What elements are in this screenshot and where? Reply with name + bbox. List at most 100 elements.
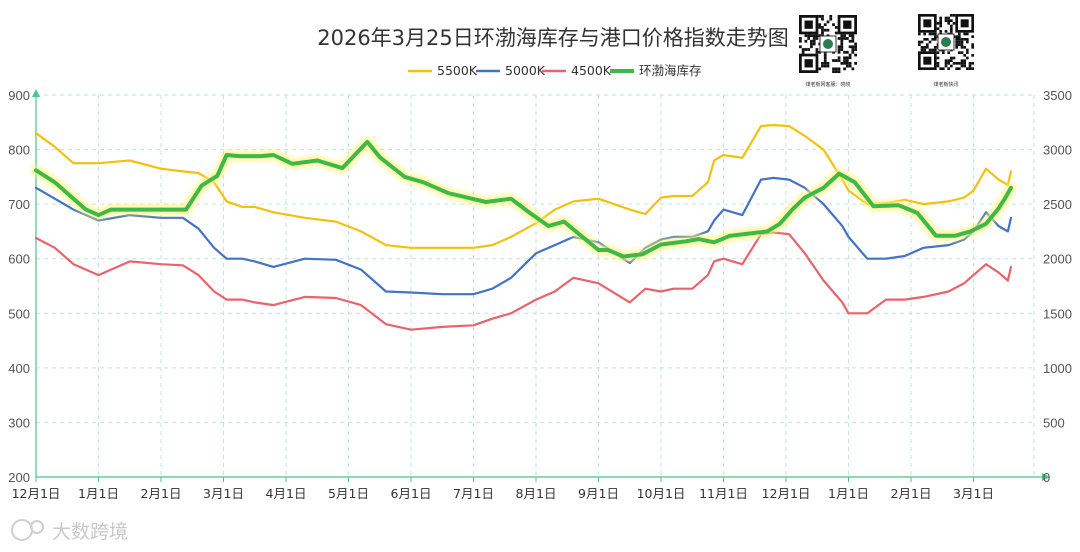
qr-module bbox=[923, 48, 926, 52]
qr-module bbox=[931, 48, 934, 52]
qr-module bbox=[854, 53, 857, 57]
qr-module bbox=[950, 24, 953, 28]
qr-module bbox=[971, 43, 974, 46]
axes bbox=[32, 89, 1050, 482]
qr-module bbox=[955, 62, 958, 65]
qr-module bbox=[971, 54, 974, 57]
qr-module bbox=[843, 61, 846, 65]
qr-module bbox=[944, 64, 948, 68]
qr-module bbox=[971, 46, 974, 49]
legend-item-inventory[interactable]: 环渤海库存 bbox=[610, 63, 702, 78]
qr-module bbox=[848, 61, 852, 65]
qr-module bbox=[944, 16, 948, 20]
qr-module bbox=[843, 56, 846, 60]
qr-module bbox=[960, 40, 964, 44]
qr-module bbox=[815, 50, 819, 54]
qr-module bbox=[936, 64, 940, 68]
qr-module bbox=[834, 31, 838, 35]
qr-module bbox=[928, 48, 932, 52]
qr-module bbox=[934, 46, 937, 49]
qr-module bbox=[958, 32, 961, 36]
qr-module bbox=[823, 61, 827, 65]
qr-module bbox=[947, 59, 950, 62]
qr-module bbox=[829, 17, 833, 21]
qr-module bbox=[947, 16, 950, 20]
qr-module bbox=[958, 51, 961, 54]
legend-item-5500k[interactable]: 5500K bbox=[408, 63, 478, 78]
qr-module bbox=[952, 62, 956, 65]
x-tick-label-2: 2月1日 bbox=[141, 486, 182, 501]
qr-module bbox=[960, 62, 964, 65]
qr-module bbox=[939, 19, 942, 22]
qr-module bbox=[843, 59, 846, 62]
qr-finder-inner bbox=[804, 59, 813, 68]
y-left-tick-label-5: 700 bbox=[8, 197, 30, 212]
qr-module bbox=[958, 35, 961, 38]
y-right-tick-label-1: 500 bbox=[1043, 415, 1065, 430]
y-right-tick-label-0: 0 bbox=[1043, 470, 1050, 485]
qr-module bbox=[834, 26, 838, 29]
qr-module bbox=[936, 22, 940, 25]
qr-module bbox=[821, 17, 824, 21]
qr-module bbox=[958, 40, 961, 44]
qr-module bbox=[963, 32, 966, 36]
legend-item-4500k[interactable]: 4500K bbox=[542, 63, 612, 78]
watermark-logo-icon bbox=[11, 519, 44, 541]
qr-module bbox=[966, 67, 969, 70]
qr-module bbox=[958, 67, 961, 70]
x-tick-label-14: 2月1日 bbox=[891, 486, 932, 501]
qr-module bbox=[818, 15, 822, 18]
qr-module bbox=[807, 48, 811, 51]
qr-module bbox=[939, 67, 942, 70]
qr-module bbox=[934, 32, 937, 36]
qr-module bbox=[810, 39, 813, 43]
legend-item-5000k[interactable]: 5000K bbox=[476, 63, 546, 78]
qr-code-right-icon bbox=[916, 12, 976, 72]
qr-module bbox=[851, 45, 855, 49]
y-left-tick-label-7: 900 bbox=[8, 88, 30, 103]
qr-module bbox=[801, 50, 805, 54]
qr-module bbox=[963, 59, 966, 62]
qr-module bbox=[947, 22, 950, 25]
qr-module bbox=[952, 22, 956, 25]
qr-module bbox=[848, 56, 852, 60]
qr-module bbox=[854, 61, 857, 65]
chart-title: 2026年3月25日环渤海库存与港口价格指数走势图 bbox=[317, 26, 789, 50]
qr-module bbox=[840, 37, 844, 40]
qr-module bbox=[939, 24, 942, 28]
qr-module bbox=[834, 67, 838, 71]
qr-module bbox=[799, 37, 802, 40]
qr-module bbox=[963, 64, 966, 68]
qr-module bbox=[958, 62, 961, 65]
qr-module bbox=[923, 38, 926, 41]
qr-module bbox=[966, 32, 969, 36]
qr-module bbox=[837, 67, 841, 71]
qr-module bbox=[799, 39, 802, 43]
qr-module bbox=[840, 39, 844, 43]
qr-module bbox=[848, 45, 852, 49]
qr-module bbox=[845, 56, 849, 60]
qr-module bbox=[823, 53, 827, 57]
qr-module bbox=[955, 40, 958, 44]
qr-module bbox=[837, 59, 841, 62]
qr-finder-inner bbox=[923, 19, 932, 28]
x-tick-label-0: 12月1日 bbox=[12, 486, 61, 501]
qr-module bbox=[812, 42, 816, 46]
qr-module bbox=[804, 48, 808, 51]
qr-module bbox=[958, 38, 961, 41]
qr-module bbox=[926, 38, 929, 41]
qr-module bbox=[918, 43, 921, 46]
qr-module bbox=[832, 70, 835, 73]
qr-code-left: 煤老板网客服：晓晓 bbox=[797, 13, 859, 88]
qr-module bbox=[826, 20, 830, 24]
qr-module bbox=[843, 34, 846, 38]
qr-module bbox=[960, 51, 964, 54]
x-tick-label-6: 6月1日 bbox=[391, 486, 432, 501]
qr-module bbox=[804, 39, 808, 43]
qr-module bbox=[843, 67, 846, 71]
series-lines bbox=[31, 123, 1016, 331]
qr-module bbox=[821, 64, 824, 68]
qr-module bbox=[840, 45, 844, 49]
qr-module bbox=[823, 23, 827, 27]
